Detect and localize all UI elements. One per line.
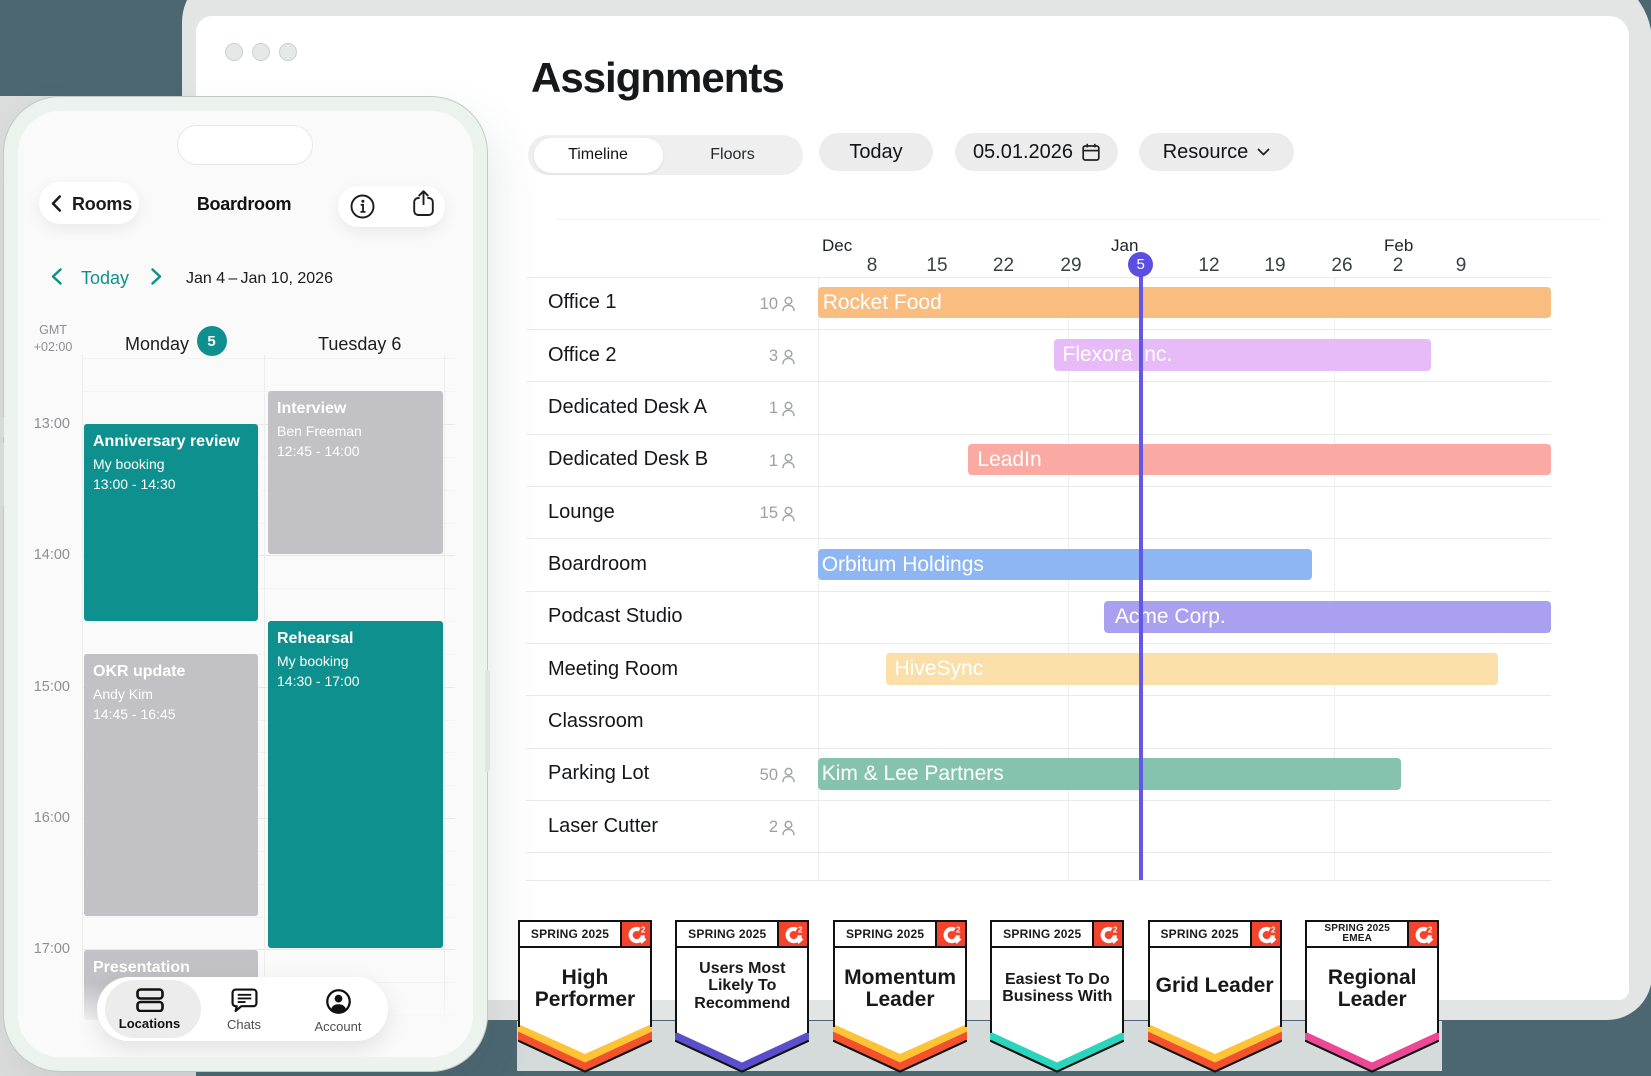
svg-text:2: 2 xyxy=(1428,925,1433,935)
svg-text:2: 2 xyxy=(641,925,646,935)
svg-text:2: 2 xyxy=(1270,925,1275,935)
svg-text:2: 2 xyxy=(1113,925,1118,935)
svg-text:2: 2 xyxy=(798,925,803,935)
svg-text:2: 2 xyxy=(956,925,961,935)
